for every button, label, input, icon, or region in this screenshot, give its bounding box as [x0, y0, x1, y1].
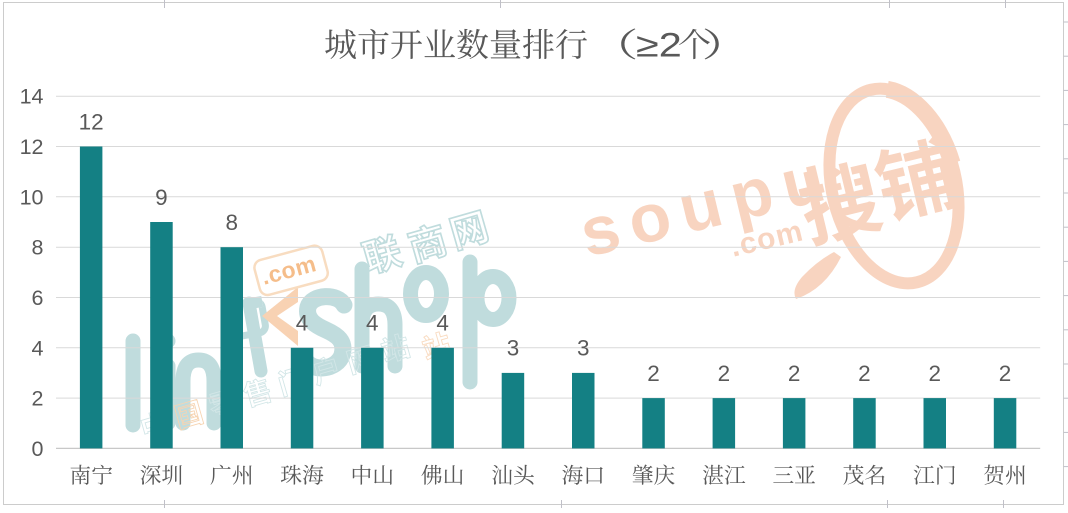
svg-text:2: 2	[929, 361, 942, 386]
svg-text:12: 12	[79, 109, 104, 134]
svg-text:10: 10	[20, 185, 44, 209]
svg-text:4: 4	[366, 311, 379, 336]
svg-text:3: 3	[577, 336, 590, 361]
svg-text:12: 12	[20, 135, 44, 159]
svg-text:2: 2	[32, 387, 44, 411]
svg-text:2: 2	[718, 361, 731, 386]
svg-text:≥2: ≥2	[636, 27, 682, 65]
svg-text:2: 2	[647, 361, 660, 386]
svg-text:6: 6	[32, 286, 44, 310]
svg-text:2: 2	[788, 361, 801, 386]
svg-text:4: 4	[436, 311, 449, 336]
svg-text:4: 4	[296, 311, 309, 336]
svg-text:8: 8	[32, 236, 44, 260]
svg-text:3: 3	[507, 336, 520, 361]
svg-text:2: 2	[858, 361, 871, 386]
svg-text:0: 0	[32, 437, 44, 461]
svg-text:14: 14	[20, 85, 44, 109]
svg-text:4: 4	[32, 336, 44, 360]
svg-text:8: 8	[226, 210, 239, 235]
svg-text:2: 2	[999, 361, 1012, 386]
svg-text:9: 9	[155, 185, 168, 210]
